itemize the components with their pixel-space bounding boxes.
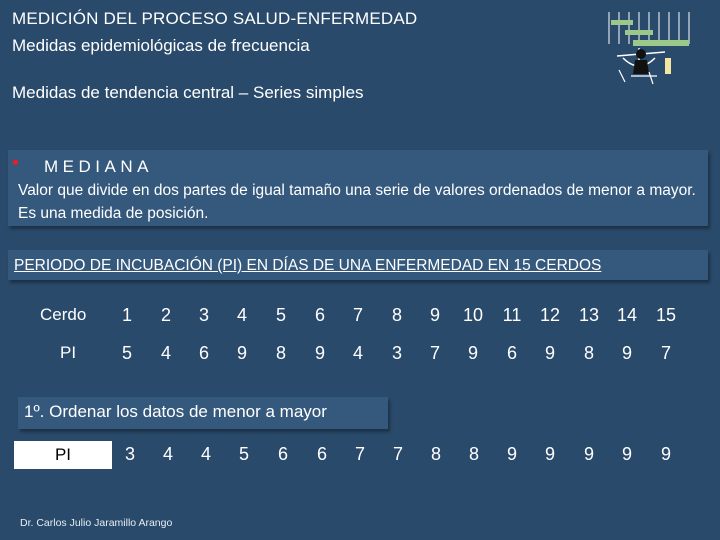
pi-cell: 9 (467, 343, 478, 363)
sorted-cell: 6 (277, 444, 288, 464)
pi-cell: 7 (660, 343, 671, 363)
pi-cell: 7 (429, 343, 440, 363)
sorted-cell: 6 (316, 444, 327, 464)
sorted-cell: 5 (238, 444, 249, 464)
pi-cell: 8 (583, 343, 594, 363)
pi-cell: 5 (121, 343, 132, 363)
pi-cell: 4 (352, 343, 363, 363)
cerdo-cell: 3 (198, 305, 209, 325)
cerdo-cell: 6 (314, 305, 325, 325)
pi-cell: 6 (198, 343, 209, 363)
pi-cell: 6 (506, 343, 517, 363)
slide-subtitle: Medidas epidemiológicas de frecuencia (12, 36, 310, 55)
row-label-cerdo: Cerdo (40, 305, 87, 324)
row-label-pi: PI (60, 343, 77, 362)
pi-cell: 3 (391, 343, 402, 363)
sorted-cell: 8 (468, 444, 479, 464)
cerdo-cell: 7 (352, 305, 363, 325)
sorted-cell: 9 (506, 444, 517, 464)
sorted-label: PI (14, 441, 112, 469)
table-title-box (8, 250, 708, 280)
sorted-cell: 4 (162, 444, 173, 464)
bullet-icon: • (12, 152, 20, 174)
pi-cell: 9 (236, 343, 247, 363)
cerdo-cell: 13 (578, 305, 600, 325)
definition-term: MEDIANA (44, 157, 153, 176)
section-heading: Medidas de tendencia central – Series si… (12, 83, 364, 102)
cerdo-cell: 10 (462, 305, 484, 325)
pi-cell: 8 (275, 343, 286, 363)
sorted-cell: 9 (544, 444, 555, 464)
sorted-cell: 3 (124, 444, 135, 464)
step-text: 1º. Ordenar los datos de menor a mayor (24, 402, 327, 421)
cerdo-cell: 12 (539, 305, 561, 325)
cerdo-cell: 2 (160, 305, 171, 325)
pi-cell: 9 (314, 343, 325, 363)
cerdo-cell: 5 (275, 305, 286, 325)
pi-cell: 9 (544, 343, 555, 363)
sorted-cell: 9 (583, 444, 594, 464)
cerdo-cell: 15 (655, 305, 677, 325)
cerdo-cell: 9 (429, 305, 440, 325)
sorted-cell: 4 (200, 444, 211, 464)
sorted-cell: 7 (354, 444, 365, 464)
cerdo-cell: 11 (502, 305, 522, 325)
table-title: PERIODO DE INCUBACIÓN (PI) EN DÍAS DE UN… (14, 257, 602, 274)
slide-title: MEDICIÓN DEL PROCESO SALUD-ENFERMEDAD (12, 9, 418, 28)
scale-illustration-icon (608, 12, 690, 85)
author-credit: Dr. Carlos Julio Jaramillo Arango (20, 517, 173, 529)
cerdo-cell: 14 (616, 305, 638, 325)
sorted-cell: 7 (392, 444, 403, 464)
sorted-cell: 8 (430, 444, 441, 464)
sorted-cell: 9 (621, 444, 632, 464)
definition-box (8, 150, 708, 226)
pi-cell: 9 (621, 343, 632, 363)
cerdo-cell: 4 (236, 305, 247, 325)
pi-cell: 4 (160, 343, 171, 363)
sorted-cell: 9 (660, 444, 671, 464)
step-box (18, 397, 388, 429)
cerdo-cell: 8 (391, 305, 402, 325)
cerdo-cell: 1 (121, 305, 132, 325)
definition-text: Valor que divide en dos partes de igual … (18, 182, 696, 222)
